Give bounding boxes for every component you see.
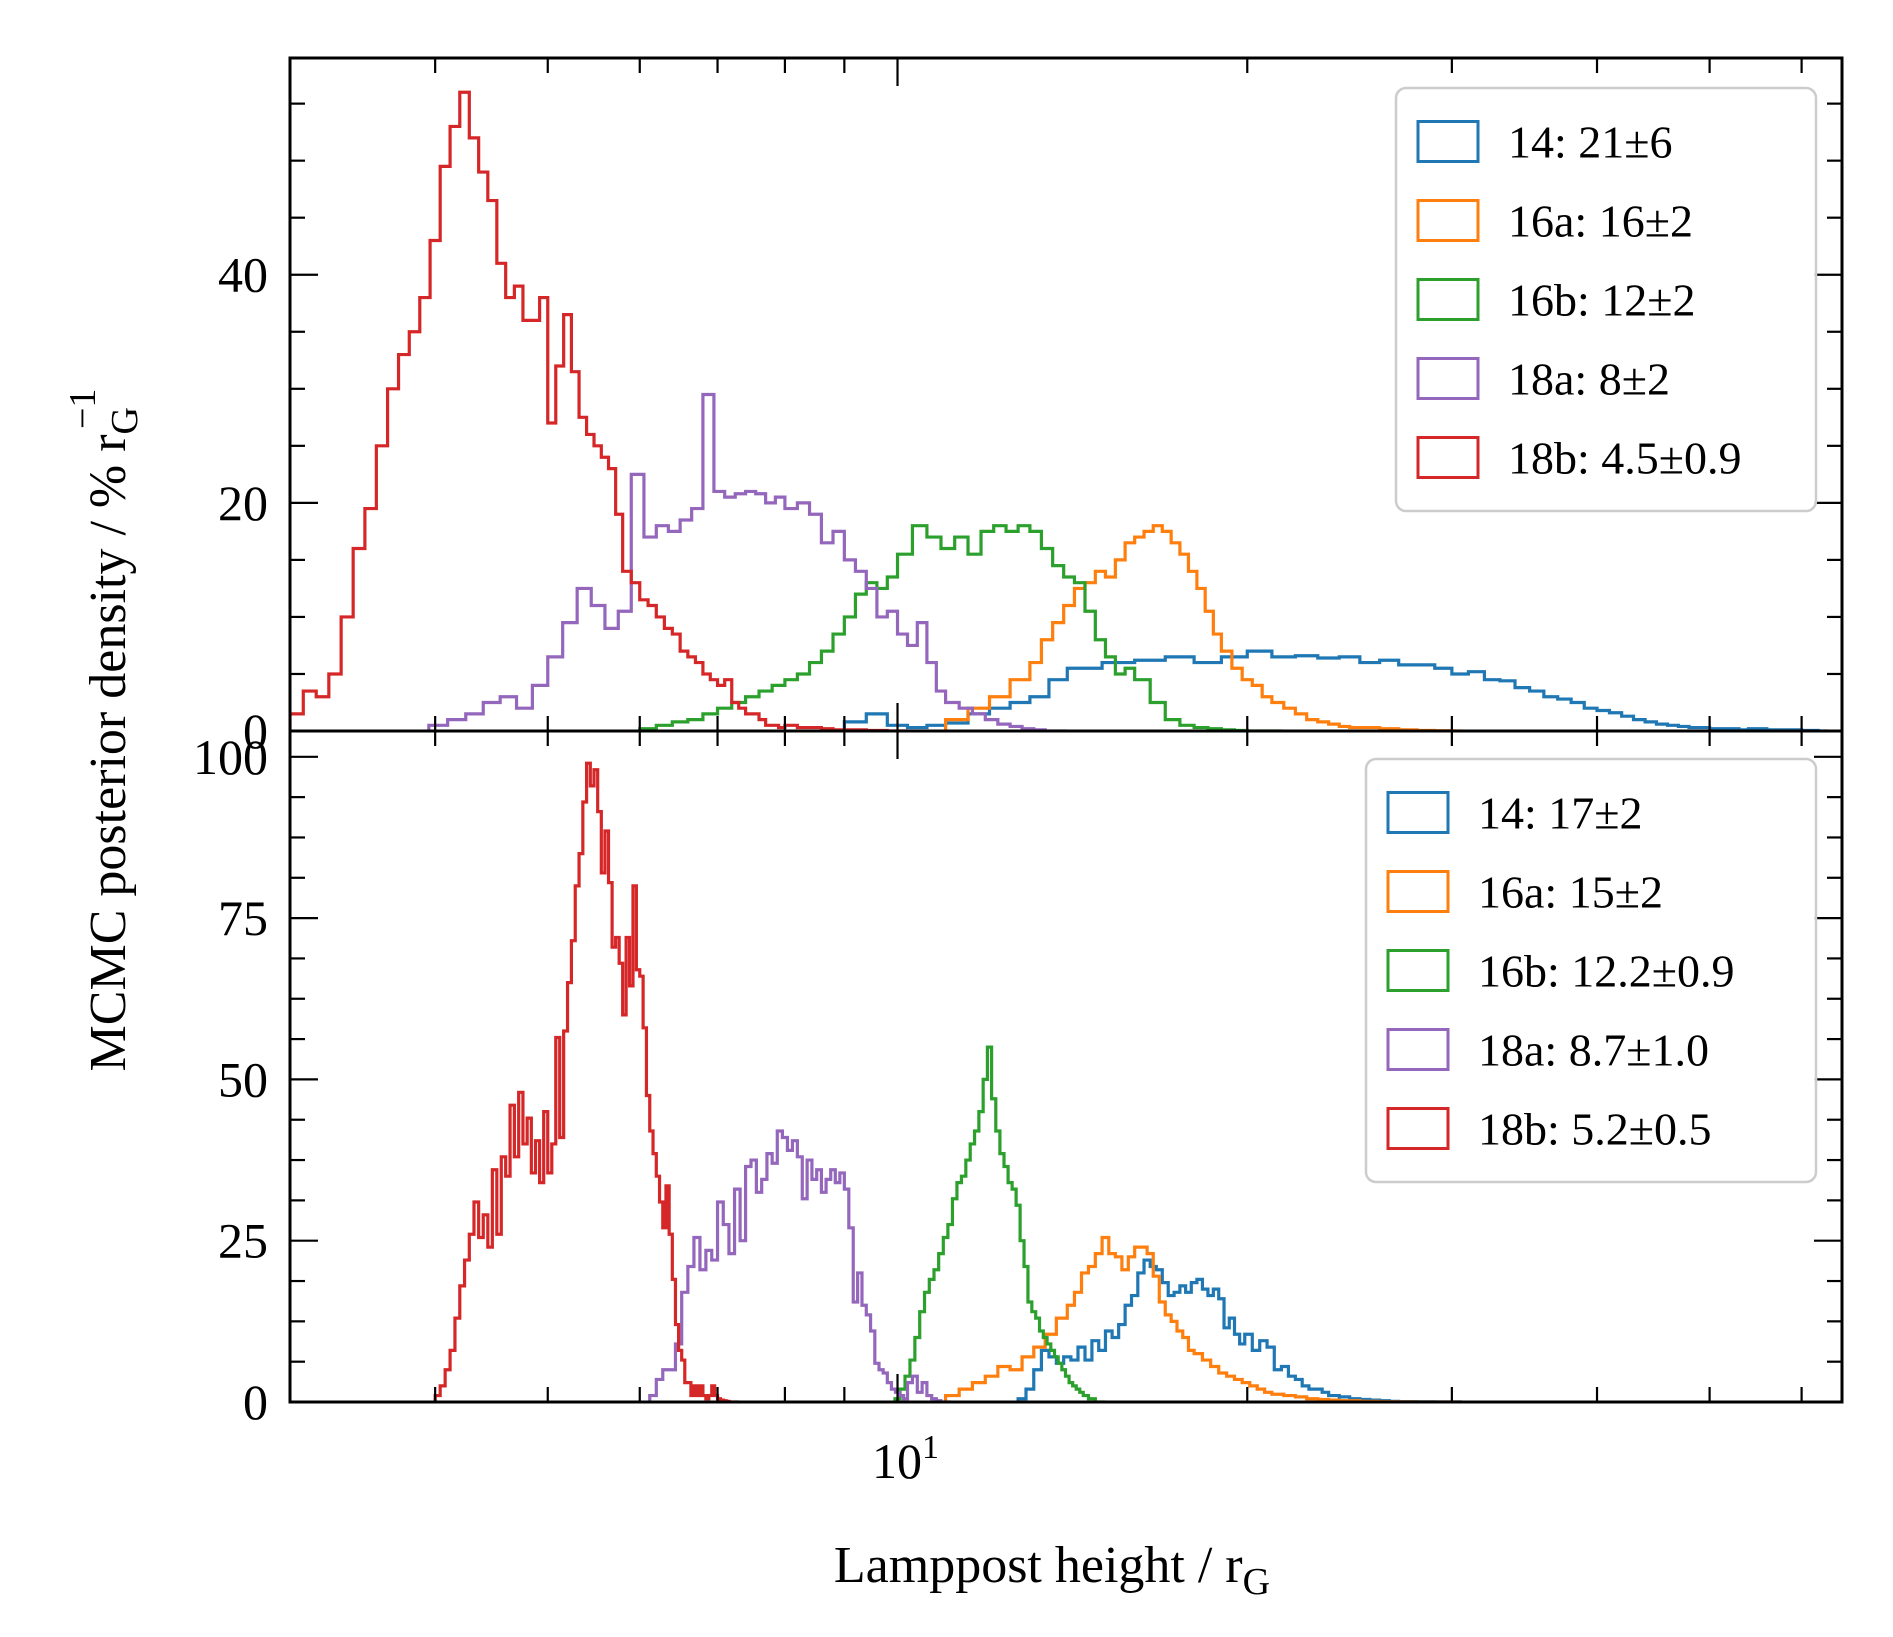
histogram-top-16a [944,524,1462,731]
legend-label-18b: 18b: 4.5±0.9 [1508,433,1742,484]
legend-swatch-16a [1386,870,1450,913]
legend-label-14: 14: 17±2 [1478,788,1643,839]
legend-swatch-14 [1386,791,1450,834]
legend-swatch-18b [1386,1107,1450,1150]
legend-frame [1364,757,1818,1184]
x-axis-title-text: Lamppost height / r [834,1537,1243,1594]
histogram-bottom-18a [648,1129,951,1402]
y-axis-title-subscript: G [104,407,146,434]
y-tick-label-top-20: 20 [218,475,268,531]
y-tick-label-top-40: 40 [218,247,268,303]
legend-label-18a: 18a: 8.7±1.0 [1478,1025,1709,1076]
legend-label-16b: 16b: 12.2±0.9 [1478,946,1735,997]
y-axis-title-text: MCMC posterior density / % r [80,434,137,1071]
bottom-panel-series [433,761,1462,1402]
x-tick-label-10: 101 [872,1429,939,1489]
y-tick-label-bottom-50: 50 [218,1051,268,1107]
top-panel-series [290,90,1829,731]
legend-label-16a: 16a: 16±2 [1508,196,1693,247]
histogram-bottom-16b [893,1045,1106,1402]
x-axis-title: Lamppost height / rG [834,1537,1270,1603]
histogram-bottom-18b [433,761,739,1402]
bottom-panel-frame [288,729,1844,1404]
bottom-panel-ticks [288,731,1842,1404]
bottom-panel-y-tick-labels: 0 25 50 75 100 [193,729,268,1430]
y-tick-label-bottom-75: 75 [218,890,268,946]
legend-label-18a: 18a: 8±2 [1508,354,1670,405]
legend-swatch-18a [1416,357,1480,400]
legend-label-16a: 16a: 15±2 [1478,867,1663,918]
histogram-bottom-14 [1016,1258,1462,1402]
y-tick-label-bottom-0: 0 [243,1374,268,1430]
legend-frame [1394,86,1818,513]
bottom-panel-legend: 14: 17±2 16a: 15±2 16b: 12.2±0.9 18a: 8.7±1… [1364,757,1818,1184]
legend-label-14: 14: 21±6 [1508,117,1673,168]
legend-swatch-18a [1386,1028,1450,1071]
y-tick-label-bottom-100: 100 [193,729,268,785]
histogram-top-18a [427,392,1067,731]
histogram-top-16b [638,524,1282,731]
legend-swatch-16a [1416,199,1480,242]
legend-swatch-16b [1416,278,1480,321]
y-tick-label-top-0: 0 [243,703,268,759]
x-tick-label-exponent: 1 [922,1429,939,1466]
bottom-panel: 0 25 50 75 100 14: 17±2 16a: 15±2 16b: 12.2±0.… [193,729,1844,1430]
y-axis-title-superscript: −1 [62,389,104,429]
y-axis-title: MCMC posterior density / % rG−1 [62,389,146,1072]
histogram-bottom-16a [944,1235,1462,1402]
histogram-top-14 [842,649,1829,731]
histogram-top-18b [290,90,908,731]
legend-label-16b: 16b: 12±2 [1508,275,1696,326]
x-axis-title-subscript: G [1243,1561,1270,1603]
top-panel-ticks [288,58,1842,733]
legend-swatch-14 [1416,120,1480,163]
legend-label-18b: 18b: 5.2±0.5 [1478,1104,1712,1155]
top-panel: 0 20 40 14: 21±6 16a: 16±2 16b: 12±2 18a: 8±2… [218,56,1844,759]
x-tick-label-base: 10 [872,1433,922,1489]
legend-swatch-18b [1416,436,1480,479]
legend-swatch-16b [1386,949,1450,992]
y-tick-label-bottom-25: 25 [218,1213,268,1269]
top-panel-legend: 14: 21±6 16a: 16±2 16b: 12±2 18a: 8±2 18b: 4… [1394,86,1818,513]
top-panel-y-tick-labels: 0 20 40 [218,247,268,759]
